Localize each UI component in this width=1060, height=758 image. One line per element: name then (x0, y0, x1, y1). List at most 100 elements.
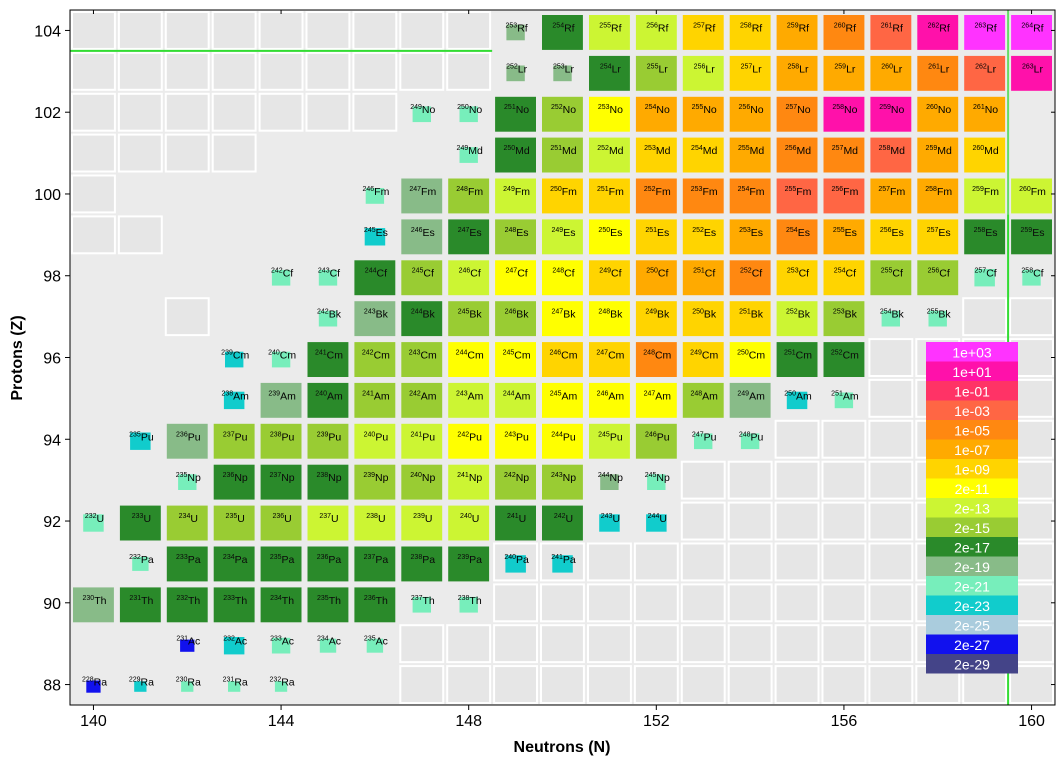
nuclide-label: 238Np (316, 472, 341, 484)
nuclide-cell (354, 464, 396, 500)
nuclide-cell (682, 96, 724, 132)
y-tick-label: 92 (43, 514, 61, 531)
nuclide-cell (1011, 178, 1052, 214)
nuclide-label: 252Cf (740, 268, 762, 280)
nuclide-cell (776, 260, 818, 296)
nuclide-label: 236Pu (176, 431, 201, 443)
background-cell (211, 11, 257, 50)
legend-swatch (926, 420, 1018, 440)
nuclide-cell (823, 342, 865, 377)
nuclide-cell (776, 342, 818, 377)
nuclide-cell (542, 342, 583, 377)
nuclide-cell (86, 680, 101, 693)
nuclide-label: 256Fm (831, 186, 858, 198)
nuclide-label: 237U (319, 513, 338, 525)
legend-label: 1e-09 (954, 462, 990, 478)
nuclide-cell (542, 260, 583, 296)
nuclide-label: 252Cm (831, 350, 859, 362)
nuclide-label: 244Bk (411, 309, 436, 321)
nuclide-label: 255Cf (881, 268, 903, 280)
y-axis-ticks: 88 90 92 94 96 98 100 102 104 (34, 23, 1055, 695)
nuclide-label: 249Es (552, 227, 576, 239)
nuclide-cell (964, 55, 1006, 91)
nuclide-label: 248Am (690, 390, 718, 402)
nuclide-label: 232Pa (129, 554, 154, 566)
nuclide-label: 255Bk (927, 309, 952, 321)
nuclide-label: 238Pa (411, 554, 436, 566)
nuclide-cell (354, 260, 396, 296)
nuclide-label: 250Cf (646, 268, 668, 280)
legend-label: 2e-21 (954, 579, 990, 595)
nuclide-cell (223, 391, 245, 410)
nuclide-label: 233Ac (270, 636, 294, 648)
nuclide-cell (260, 382, 302, 418)
nuclide-label: 244Np (598, 472, 623, 484)
nuclide-label: 248Bk (598, 309, 623, 321)
nuclide-label: 250Cm (737, 350, 765, 362)
background-cell (493, 665, 539, 704)
nuclide-cell (635, 96, 677, 132)
nuclide-label: 251Bk (739, 309, 764, 321)
nuclide-label: 260No (926, 104, 951, 116)
nuclide-cell (776, 178, 818, 214)
nuclide-cell (647, 474, 666, 490)
nuclide-label: 242Am (409, 390, 437, 402)
y-tick-label: 100 (34, 187, 61, 204)
nuclide-label: 250Am (784, 390, 812, 402)
nuclide-label: 246Cf (459, 268, 481, 280)
nuclide-label: 243Bk (364, 309, 389, 321)
nuclide-label: 242Bk (317, 309, 342, 321)
nuclide-cell (225, 351, 244, 368)
nuclide-cell (178, 474, 197, 490)
y-tick-label: 90 (43, 596, 61, 613)
nuclide-label: 251Cm (784, 350, 812, 362)
nuclide-label: 236Pa (317, 554, 342, 566)
nuclide-label: 243Cm (409, 350, 437, 362)
x-tick-label: 152 (643, 713, 670, 730)
nuclide-label: 255Lr (647, 63, 669, 75)
nuclide-cell (635, 301, 677, 337)
nuclide-cell (354, 382, 396, 418)
nuclide-cell (635, 342, 677, 377)
nuclide-cell (694, 433, 713, 450)
nuclide-cell (542, 15, 583, 50)
legend-label: 2e-29 (954, 657, 990, 673)
nuclide-label: 237Th (411, 595, 435, 607)
nuclide-label: 240U (460, 513, 479, 525)
nuclide-cell (823, 55, 865, 91)
nuclide-label: 256Lr (694, 63, 716, 75)
nuclide-label: 230Th (83, 595, 107, 607)
nuclide-cell (823, 96, 865, 132)
nuclide-cell (729, 382, 771, 418)
nuclide-cell (729, 55, 771, 91)
nuclide-cell (823, 178, 865, 214)
nuclide-cell (260, 423, 302, 459)
x-axis-label: Neutrons (N) (514, 739, 611, 756)
background-cell (727, 542, 773, 582)
nuclide-label: 253No (598, 104, 623, 116)
background-cell (305, 11, 351, 50)
nuclide-label: 249Md (457, 145, 483, 157)
nuclide-label: 258Cf (1021, 268, 1043, 280)
nuclide-cell (599, 514, 620, 532)
nuclide-label: 253Lr (553, 63, 575, 75)
nuclide-cell (495, 423, 536, 459)
nuclide-label: 255Rf (599, 22, 621, 34)
background-cell (868, 501, 914, 541)
nuclide-cell (495, 178, 536, 214)
nuclide-label: 244Cf (365, 268, 387, 280)
nuclide-label: 239Am (268, 390, 296, 402)
nuclide-label: 252Fm (644, 186, 671, 198)
nuclide-cell (589, 55, 630, 91)
nuclide-label: 234Pa (223, 554, 248, 566)
background-cell (71, 92, 116, 132)
nuclide-cell (776, 219, 818, 255)
nuclide-cell (917, 137, 959, 173)
nuclide-label: 248Pu (739, 431, 764, 443)
nuclide-label: 234Th (270, 595, 294, 607)
background-cell (211, 51, 257, 91)
nuclide-cell (354, 546, 396, 582)
nuclide-label: 247Cm (596, 350, 624, 362)
nuclide-label: 258Md (879, 145, 905, 157)
nuclide-cell (271, 351, 291, 368)
